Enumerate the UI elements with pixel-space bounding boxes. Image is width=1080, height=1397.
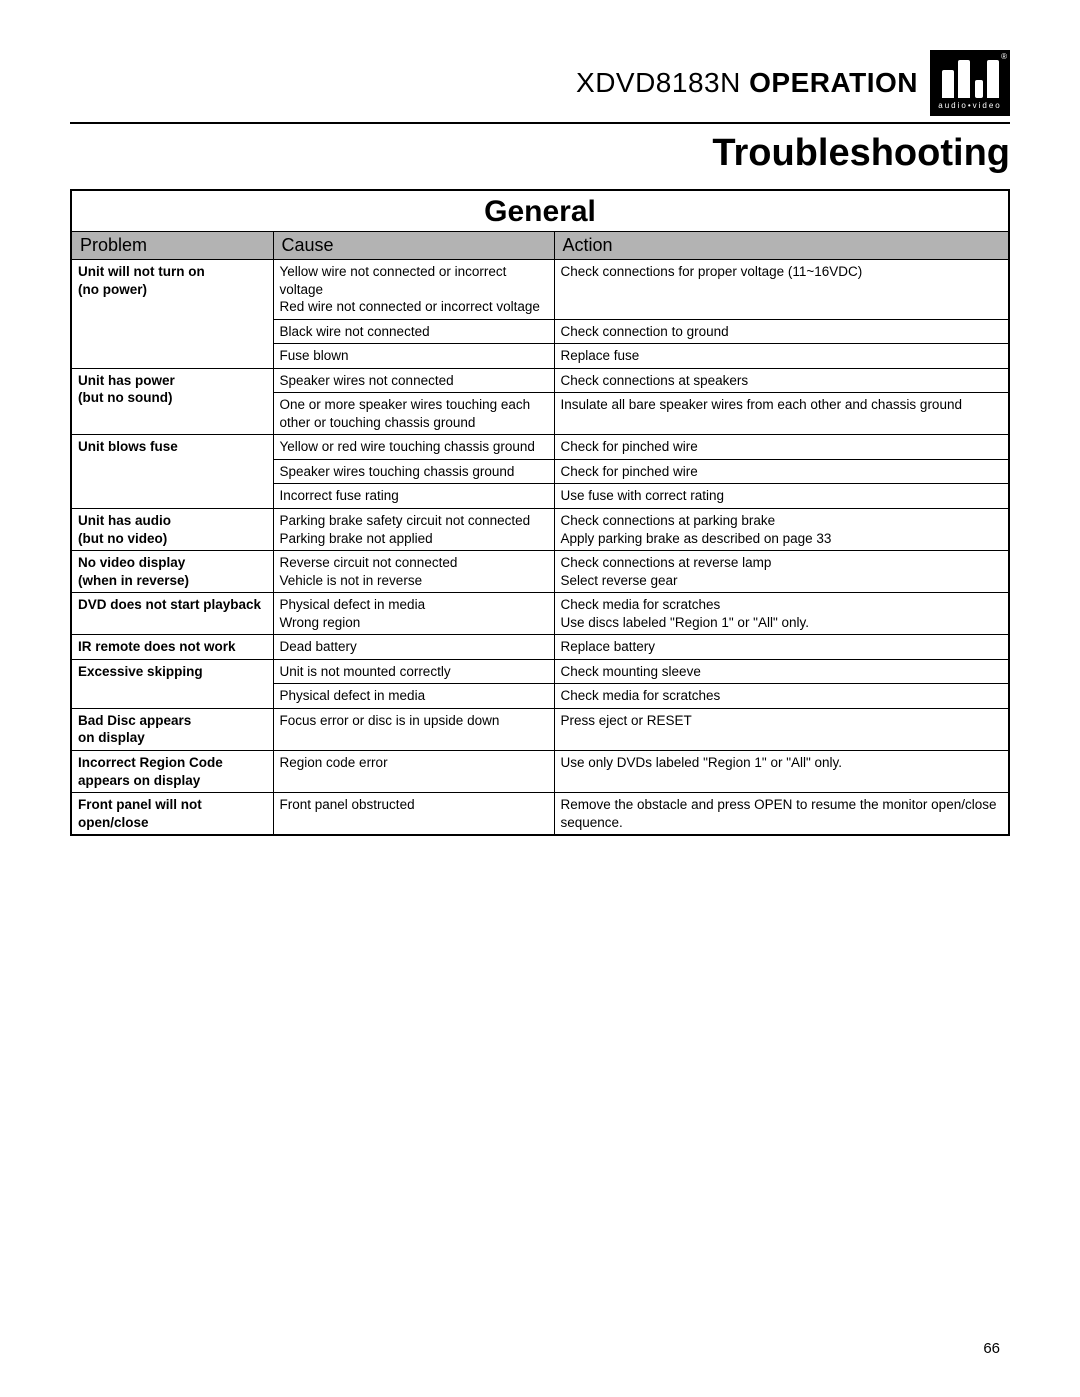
- action-cell: Press eject or RESET: [554, 708, 1008, 750]
- registered-icon: ®: [1001, 52, 1007, 61]
- header-title: XDVD8183N OPERATION: [576, 67, 918, 99]
- action-cell: Check for pinched wire: [554, 435, 1008, 460]
- cause-cell: Reverse circuit not connectedVehicle is …: [273, 551, 554, 593]
- header-divider: [70, 122, 1010, 124]
- action-cell: Remove the obstacle and press OPEN to re…: [554, 793, 1008, 835]
- cause-cell: Physical defect in mediaWrong region: [273, 593, 554, 635]
- header-model: XDVD8183N: [576, 67, 741, 98]
- table-row: Front panel will notopen/closeFront pane…: [72, 793, 1008, 835]
- cause-cell: Black wire not connected: [273, 319, 554, 344]
- problem-cell: Unit has audio(but no video): [72, 509, 273, 551]
- action-cell: Use only DVDs labeled "Region 1" or "All…: [554, 751, 1008, 793]
- problem-cell: Incorrect Region Codeappears on display: [72, 751, 273, 793]
- brand-logo: ® audio•video: [930, 50, 1010, 116]
- table-row: DVD does not start playbackPhysical defe…: [72, 593, 1008, 635]
- cause-cell: Yellow wire not connected or incorrect v…: [273, 260, 554, 320]
- problem-cell: Unit will not turn on(no power): [72, 260, 273, 369]
- col-action: Action: [554, 232, 1008, 260]
- table-row: Unit has power(but no sound)Speaker wire…: [72, 368, 1008, 393]
- action-cell: Check media for scratches: [554, 684, 1008, 709]
- cause-cell: Fuse blown: [273, 344, 554, 369]
- table-row: Bad Disc appearson displayFocus error or…: [72, 708, 1008, 750]
- table-header-row: Problem Cause Action: [72, 232, 1008, 260]
- action-cell: Use fuse with correct rating: [554, 484, 1008, 509]
- cause-cell: Unit is not mounted correctly: [273, 659, 554, 684]
- table-row: No video display(when in reverse)Reverse…: [72, 551, 1008, 593]
- action-cell: Check for pinched wire: [554, 459, 1008, 484]
- cause-cell: One or more speaker wires touching each …: [273, 393, 554, 435]
- table-row: IR remote does not workDead batteryRepla…: [72, 635, 1008, 660]
- problem-cell: No video display(when in reverse): [72, 551, 273, 593]
- cause-cell: Physical defect in media: [273, 684, 554, 709]
- page-number: 66: [983, 1340, 1000, 1357]
- table-row: Unit blows fuseYellow or red wire touchi…: [72, 435, 1008, 460]
- page: XDVD8183N OPERATION ® audio•video Troubl…: [0, 0, 1080, 1397]
- problem-cell: Excessive skipping: [72, 659, 273, 708]
- cause-cell: Parking brake safety circuit not connect…: [273, 509, 554, 551]
- troubleshooting-table-wrap: General Problem Cause Action Unit will n…: [70, 189, 1010, 836]
- action-cell: Check media for scratchesUse discs label…: [554, 593, 1008, 635]
- header-row: XDVD8183N OPERATION ® audio•video: [70, 50, 1010, 116]
- problem-cell: DVD does not start playback: [72, 593, 273, 635]
- action-cell: Insulate all bare speaker wires from eac…: [554, 393, 1008, 435]
- table-row: Incorrect Region Codeappears on displayR…: [72, 751, 1008, 793]
- action-cell: Replace fuse: [554, 344, 1008, 369]
- cause-cell: Speaker wires not connected: [273, 368, 554, 393]
- col-problem: Problem: [72, 232, 273, 260]
- troubleshooting-table: Problem Cause Action Unit will not turn …: [72, 231, 1008, 834]
- problem-cell: Bad Disc appearson display: [72, 708, 273, 750]
- logo-bars-icon: [942, 60, 999, 98]
- action-cell: Check mounting sleeve: [554, 659, 1008, 684]
- logo-subtext: audio•video: [938, 101, 1002, 110]
- cause-cell: Incorrect fuse rating: [273, 484, 554, 509]
- cause-cell: Dead battery: [273, 635, 554, 660]
- action-cell: Replace battery: [554, 635, 1008, 660]
- table-caption: General: [72, 191, 1008, 231]
- header-suffix: OPERATION: [749, 67, 918, 98]
- action-cell: Check connections for proper voltage (11…: [554, 260, 1008, 320]
- action-cell: Check connections at reverse lampSelect …: [554, 551, 1008, 593]
- cause-cell: Front panel obstructed: [273, 793, 554, 835]
- cause-cell: Focus error or disc is in upside down: [273, 708, 554, 750]
- problem-cell: Front panel will notopen/close: [72, 793, 273, 835]
- table-body: Unit will not turn on(no power)Yellow wi…: [72, 260, 1008, 835]
- cause-cell: Speaker wires touching chassis ground: [273, 459, 554, 484]
- table-row: Excessive skippingUnit is not mounted co…: [72, 659, 1008, 684]
- cause-cell: Region code error: [273, 751, 554, 793]
- action-cell: Check connection to ground: [554, 319, 1008, 344]
- problem-cell: Unit blows fuse: [72, 435, 273, 509]
- table-row: Unit has audio(but no video)Parking brak…: [72, 509, 1008, 551]
- section-title: Troubleshooting: [70, 132, 1010, 175]
- action-cell: Check connections at parking brakeApply …: [554, 509, 1008, 551]
- problem-cell: IR remote does not work: [72, 635, 273, 660]
- table-row: Unit will not turn on(no power)Yellow wi…: [72, 260, 1008, 320]
- cause-cell: Yellow or red wire touching chassis grou…: [273, 435, 554, 460]
- problem-cell: Unit has power(but no sound): [72, 368, 273, 435]
- col-cause: Cause: [273, 232, 554, 260]
- action-cell: Check connections at speakers: [554, 368, 1008, 393]
